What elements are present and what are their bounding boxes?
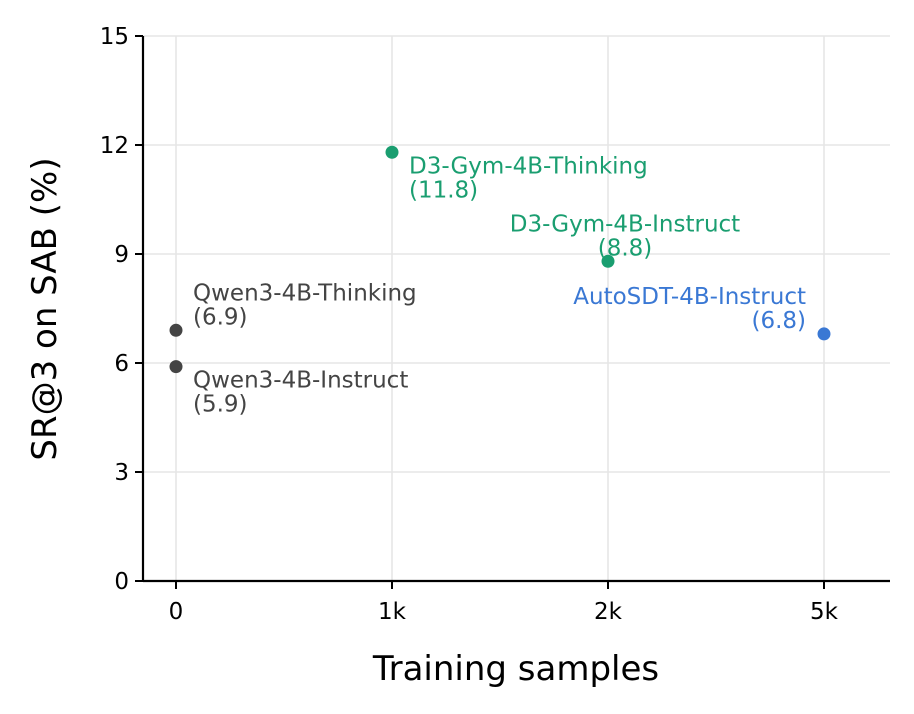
axes (141, 36, 890, 583)
point-label-value: (6.9) (193, 304, 248, 330)
data-point (169, 360, 183, 374)
x-tick-label: 0 (169, 599, 184, 625)
point-label-value: (6.8) (751, 308, 806, 334)
x-tick-label: 1k (378, 599, 407, 625)
y-tick-label: 6 (114, 351, 129, 377)
y-tick-label: 12 (100, 133, 129, 159)
x-tick-label: 5k (810, 599, 839, 625)
grid-lines (143, 35, 890, 582)
point-label-name: Qwen3-4B-Instruct (193, 368, 408, 394)
y-tick-label: 15 (100, 24, 129, 50)
x-axis-label: Training samples (372, 649, 659, 689)
data-point (169, 323, 183, 337)
point-label-value: (8.8) (598, 235, 653, 261)
point-label-value: (5.9) (193, 392, 248, 418)
ticks: 0 3 6 9 12 15 0 1k 2k 5k (100, 24, 839, 625)
point-label-name: AutoSDT-4B-Instruct (573, 284, 806, 310)
data-point (601, 254, 615, 268)
data-point (385, 145, 399, 159)
y-tick-label: 3 (114, 460, 129, 486)
point-label-name: Qwen3-4B-Thinking (193, 280, 417, 306)
point-label-value: (11.8) (409, 177, 478, 203)
y-axis-label: SR@3 on SAB (%) (25, 157, 65, 460)
data-point (817, 327, 831, 341)
point-label-name: D3-Gym-4B-Thinking (409, 153, 648, 179)
x-tick-label: 2k (594, 599, 623, 625)
point-labels: Qwen3-4B-Thinking(6.9)Qwen3-4B-Instruct(… (193, 153, 806, 417)
y-tick-label: 9 (114, 242, 129, 268)
y-tick-label: 0 (114, 569, 129, 595)
point-label-name: D3-Gym-4B-Instruct (510, 211, 740, 237)
data-points (169, 145, 831, 374)
